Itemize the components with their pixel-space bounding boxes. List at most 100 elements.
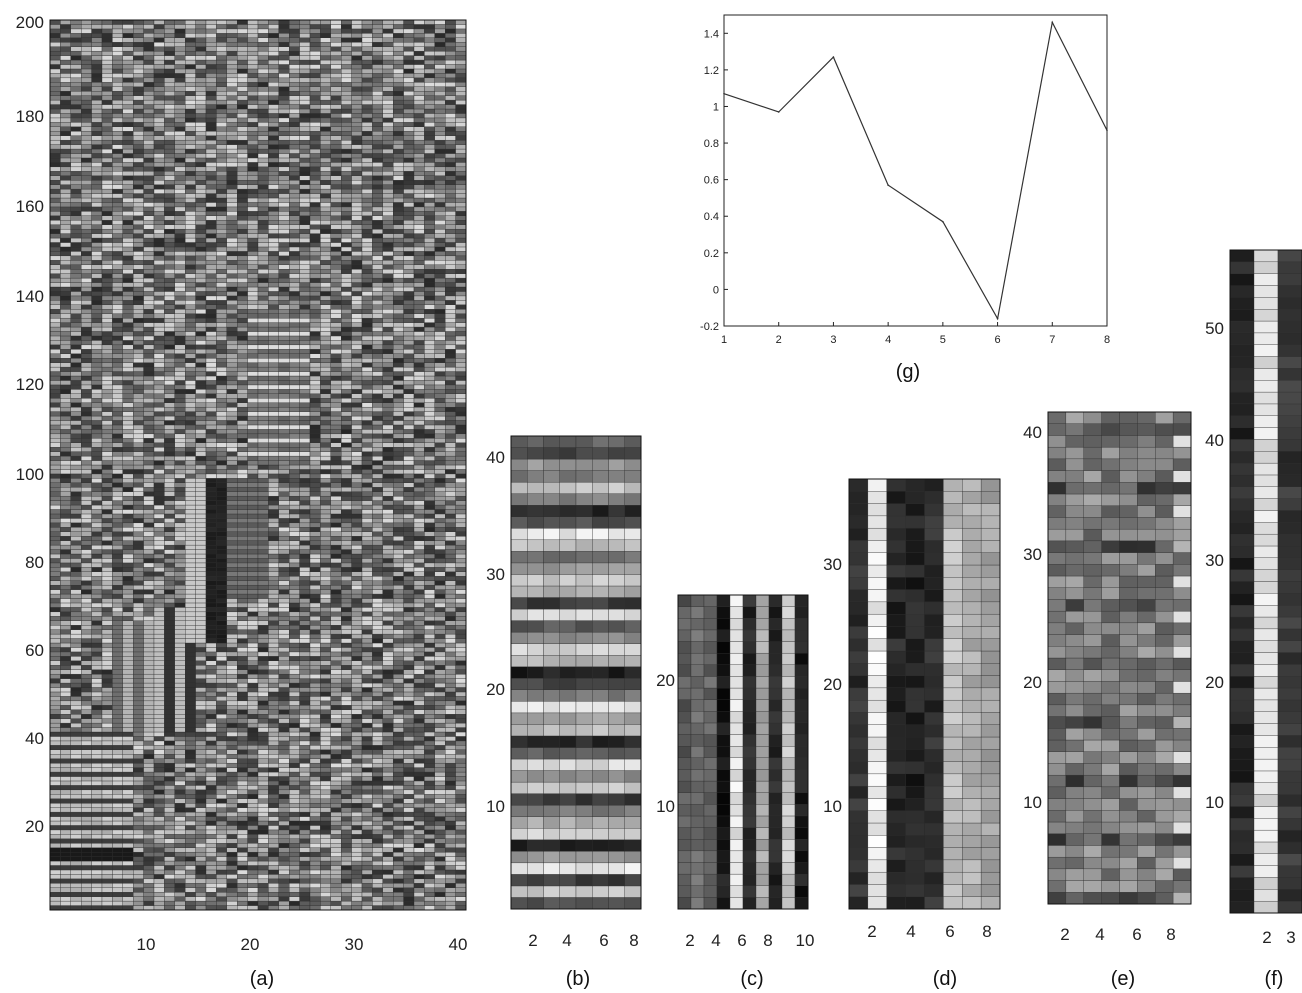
heatmap-cell [341,656,352,661]
heatmap-cell [299,625,311,630]
heatmap-cell [174,362,186,368]
heatmap-cell [320,527,331,532]
heatmap-cell [413,718,425,724]
heatmap-cell [361,638,373,644]
heatmap-cell [174,878,186,884]
heatmap-cell [122,478,134,483]
heatmap-cell [341,714,352,719]
heatmap-cell [122,411,134,417]
heatmap-cell [413,424,425,430]
heatmap-cell [81,576,92,581]
heatmap-cell [226,598,238,604]
heatmap-cell [133,402,144,408]
heatmap-cell [434,536,446,541]
heatmap-cell [112,869,123,875]
heatmap-cell [330,642,342,648]
heatmap-cell [403,593,415,599]
heatmap-cell [133,807,144,813]
heatmap-cell [195,518,207,524]
heatmap-cell [226,638,238,644]
heatmap-cell [320,353,331,359]
heatmap-cell [351,865,363,871]
heatmap-cell [403,429,415,435]
heatmap-cell [122,527,134,532]
heatmap-cell [351,669,363,675]
heatmap-cell [289,673,300,679]
heatmap-cell [112,820,123,826]
heatmap-cell [403,794,415,799]
heatmap-cell [205,811,217,817]
heatmap-cell [133,851,144,857]
heatmap-cell [257,820,269,826]
heatmap-cell [299,580,311,586]
heatmap-cell [455,589,467,595]
heatmap-cell [91,740,103,746]
heatmap-cell [320,576,331,581]
heatmap-cell [122,509,134,515]
heatmap-cell [91,491,103,497]
heatmap-cell [309,865,321,871]
heatmap-cell [153,816,165,822]
heatmap-cell [133,500,144,506]
heatmap-cell [351,567,363,572]
heatmap-cell [445,678,456,684]
heatmap-cell [403,504,415,510]
heatmap-cell [434,584,446,590]
heatmap-cell [81,758,92,764]
heatmap-cell [237,478,248,483]
heatmap-cell [382,820,394,826]
heatmap-cell [205,843,217,848]
heatmap-cell [278,544,290,550]
heatmap-cell [164,362,175,368]
heatmap-cell [70,473,82,479]
heatmap-cell [341,451,352,457]
heatmap-cell [403,415,415,421]
heatmap-cell [278,820,290,826]
heatmap-cell [91,509,103,515]
heatmap-cell [341,642,352,648]
heatmap-cell [382,362,394,368]
heatmap-cell [403,473,415,479]
heatmap-cell [174,669,186,675]
heatmap-cell [70,366,82,372]
heatmap-cell [341,669,352,675]
heatmap-cell [205,834,217,839]
heatmap-cell [382,353,394,359]
heatmap-cell [320,371,331,377]
heatmap-cell [122,678,134,684]
heatmap-cell [226,380,238,386]
heatmap-cell [372,700,383,706]
heatmap-cell [122,656,134,661]
heatmap-cell [361,887,373,893]
heatmap-cell [455,362,467,368]
heatmap-cell [185,758,196,764]
heatmap-cell [455,611,467,617]
heatmap-cell [247,718,259,724]
heatmap-cell [122,665,134,670]
heatmap-cell [49,380,61,386]
heatmap-cell [112,562,123,568]
heatmap-cell [268,727,279,733]
heatmap-cell [112,500,123,506]
heatmap-cell [434,540,446,546]
heatmap-cell [112,834,123,839]
heatmap-cell [403,549,415,555]
heatmap-cell [330,522,342,528]
heatmap-cell [143,825,155,831]
heatmap-cell [164,811,175,817]
heatmap-cell [278,602,290,608]
heatmap-cell [278,780,290,786]
heatmap-cell [320,776,331,782]
heatmap-cell [174,762,186,768]
heatmap-cell [226,531,238,537]
heatmap-cell [174,727,186,733]
heatmap-cell [195,825,207,831]
heatmap-cell [143,656,155,661]
heatmap-cell [91,482,103,488]
heatmap-cell [81,616,92,621]
heatmap-cell [49,540,61,546]
heatmap-cell [413,358,425,363]
heatmap-cell [278,433,290,439]
heatmap-cell [205,718,217,724]
heatmap-cell [382,900,394,906]
